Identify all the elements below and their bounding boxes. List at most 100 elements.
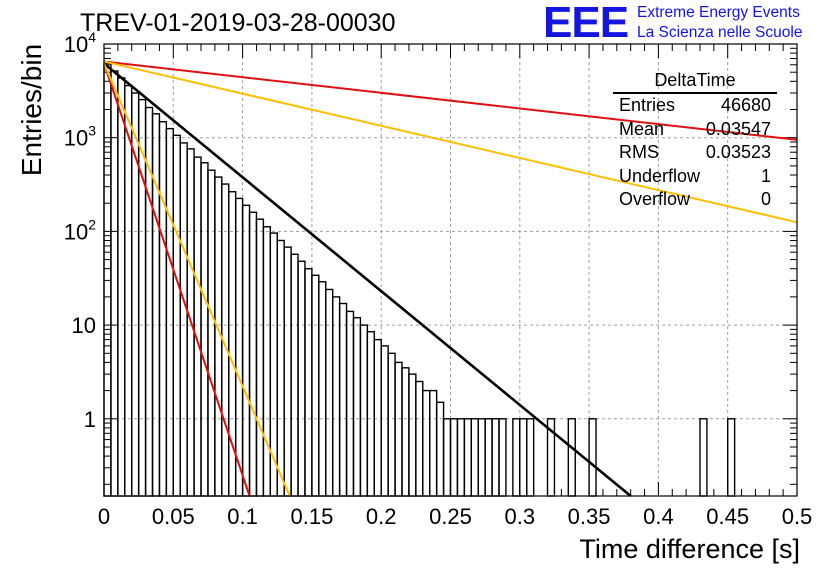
histogram-bin (352, 316, 362, 497)
x-tick-label: 0.25 (429, 504, 472, 529)
stats-value: 0 (760, 189, 771, 209)
histogram-bin (151, 113, 161, 497)
histogram-bin (124, 84, 133, 497)
histogram-bin (345, 310, 355, 497)
histogram-bin (429, 389, 438, 497)
stats-row: Overflow 0 (613, 188, 777, 212)
histogram-bin (588, 418, 597, 497)
stats-row: Entries 46680 (613, 94, 777, 118)
x-tick-label: 0.4 (643, 504, 674, 529)
stats-row: RMS 0.03523 (613, 141, 777, 165)
stats-row: Underflow 1 (613, 165, 777, 189)
stats-value: 46680 (720, 95, 771, 115)
histogram-bin (387, 352, 396, 497)
histogram-bin (567, 418, 576, 497)
histogram-bin (276, 239, 285, 497)
histogram-bin (297, 260, 306, 497)
x-tick-label: 0.2 (366, 504, 397, 529)
histogram-bin (498, 418, 507, 497)
histogram-bin (200, 162, 209, 497)
histogram-bin (304, 267, 313, 497)
x-tick-label: 0.45 (706, 504, 749, 529)
stats-label: RMS (619, 142, 659, 162)
histogram-bin (699, 418, 708, 497)
histogram-bin (470, 418, 479, 497)
histogram-bin (526, 418, 535, 497)
histogram-bin (408, 373, 417, 497)
y-tick-label: 1 (84, 407, 96, 432)
y-tick-label: 10 (72, 313, 96, 338)
histogram-bin (727, 418, 736, 497)
histogram-bin (401, 367, 410, 497)
y-tick-label: 103 (64, 123, 96, 151)
histogram-bin (158, 121, 168, 497)
histogram-bin (442, 418, 452, 497)
histogram-bin (463, 418, 472, 497)
histogram-bin (373, 338, 382, 497)
histogram-bin (283, 246, 292, 497)
series-line (103, 62, 632, 498)
histogram-bin (241, 204, 251, 497)
x-tick-label: 0.5 (782, 504, 813, 529)
x-tick-label: 0.3 (505, 504, 536, 529)
histogram-bin (359, 324, 369, 497)
histogram-bin (117, 77, 126, 497)
histogram-bin (435, 401, 445, 497)
histogram-bin (394, 361, 403, 497)
histogram-bin (512, 418, 521, 497)
chart-title: TREV-01-2019-03-28-00030 (80, 9, 396, 37)
logo-line-1: Extreme Energy Events (637, 4, 800, 21)
x-tick-label: 0 (98, 504, 110, 529)
histogram-bin (234, 197, 244, 497)
x-tick-label: 0.05 (152, 504, 195, 529)
histogram-bin (422, 389, 431, 497)
histogram-bin (103, 62, 112, 497)
histogram-bin (484, 418, 493, 497)
histogram-bin (144, 106, 154, 497)
histogram-bin (290, 253, 299, 497)
x-tick-label: 0.35 (568, 504, 611, 529)
logo-line-2: La Scienza nelle Scuole (637, 24, 803, 41)
x-axis-label: Time difference [s] (579, 534, 800, 564)
histogram-bin (193, 156, 202, 497)
stats-label: Overflow (619, 189, 691, 209)
y-tick-label: 102 (64, 216, 96, 244)
histogram-bin (255, 218, 265, 497)
stats-value: 0.03523 (705, 142, 771, 162)
histogram-bin (331, 296, 341, 497)
eee-logo: EEE (543, 0, 629, 47)
histogram-bin (165, 127, 174, 497)
histogram-bin (491, 418, 500, 497)
histogram-bin (366, 331, 375, 497)
histogram-bin (338, 302, 348, 497)
histogram-bin (179, 142, 188, 497)
stats-box: DeltaTime Entries 46680 Mean 0.03547 RMS 0.… (613, 70, 777, 212)
series-line (103, 60, 798, 141)
series-line (103, 63, 291, 497)
histogram-bin (477, 418, 486, 497)
histogram-bin (415, 380, 424, 497)
histogram-bin (172, 134, 181, 497)
histogram-bin (207, 169, 216, 497)
histogram-bin (110, 70, 119, 497)
stats-title: DeltaTime (613, 70, 777, 94)
y-axis-label: Entries/bin (16, 43, 47, 177)
plot-frame (103, 43, 798, 497)
series-line (103, 63, 251, 497)
histogram-bin (262, 226, 272, 497)
histogram-bin (456, 418, 466, 497)
stats-label: Underflow (619, 165, 701, 186)
stats-label: Entries (619, 95, 676, 115)
stats-label: Mean (619, 118, 665, 139)
histogram-bin (380, 345, 389, 497)
stats-row: Mean 0.03547 (613, 118, 777, 142)
histogram-bin (318, 281, 327, 497)
x-tick-label: 0.15 (290, 504, 333, 529)
stats-value: 0.03547 (705, 118, 771, 139)
histogram-bin (449, 418, 459, 497)
x-tick-label: 0.1 (227, 504, 258, 529)
series-line (103, 60, 798, 224)
stats-value: 1 (760, 165, 771, 186)
histogram-bin (325, 288, 334, 497)
